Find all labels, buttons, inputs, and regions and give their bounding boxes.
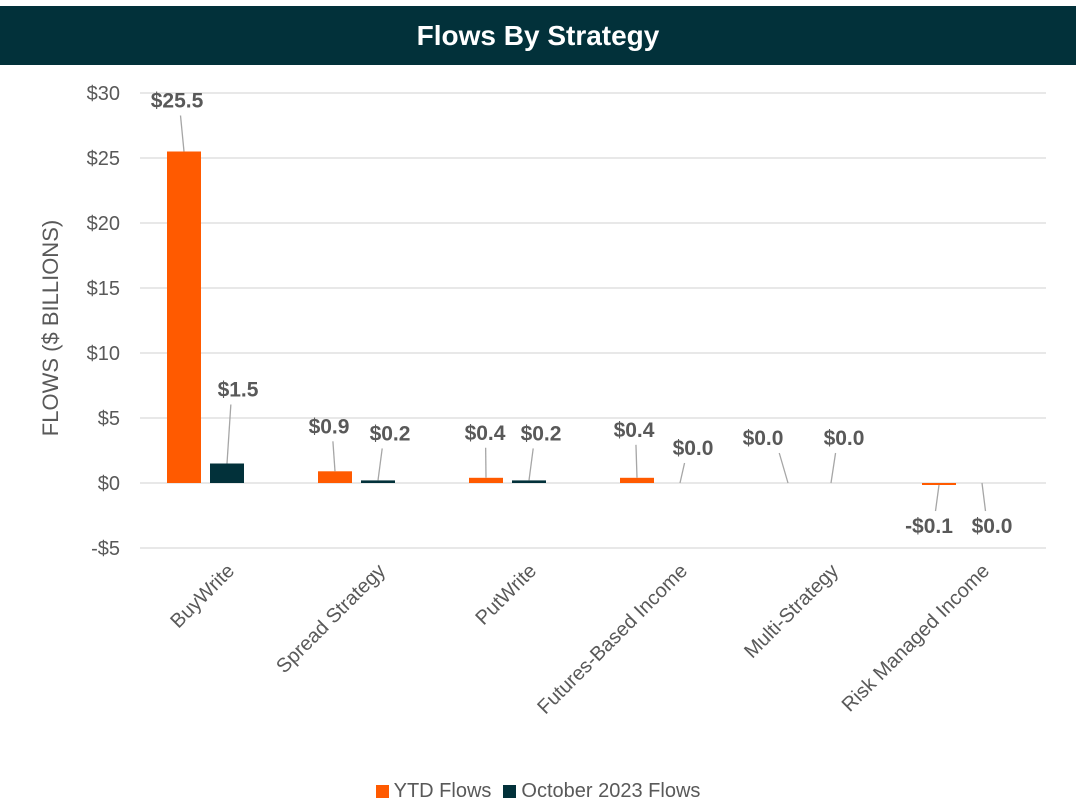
legend-swatch-october xyxy=(503,784,517,798)
leader-line xyxy=(377,448,383,481)
data-label: $0.0 xyxy=(673,437,714,460)
data-label: $25.5 xyxy=(151,90,204,113)
data-label: -$0.1 xyxy=(905,515,953,538)
y-tick-label: $20 xyxy=(87,213,120,235)
y-tick-label: $30 xyxy=(87,83,120,105)
x-axis-labels: BuyWrite Spread Strategy PutWriteFutures-B… xyxy=(166,560,994,719)
data-label: $0.4 xyxy=(465,422,506,445)
x-tick-label: BuyWrite xyxy=(166,560,239,633)
legend-swatch-ytd xyxy=(375,784,389,798)
leader-line xyxy=(778,452,789,484)
y-tick-label: $15 xyxy=(87,278,120,300)
bar-october xyxy=(361,480,395,483)
bar-october xyxy=(512,480,546,483)
x-tick-label: Risk Managed Income xyxy=(838,560,994,716)
y-tick-label: $25 xyxy=(87,148,120,170)
leader-line xyxy=(528,448,534,481)
bar-october xyxy=(210,463,244,483)
legend: YTD Flows October 2023 Flows xyxy=(0,778,1076,804)
leader-line xyxy=(179,115,185,152)
gridlines xyxy=(140,92,1046,549)
legend-label-october: October 2023 Flows xyxy=(521,779,701,802)
leader-line xyxy=(679,462,686,484)
bar-ytd xyxy=(167,151,201,483)
y-axis: -$5 $0 $5 $10 $15 $20 $25 $30 xyxy=(87,83,120,560)
bar-ytd xyxy=(469,477,503,483)
data-labels: $25.5 $0.9 $0.4 $0.4 $0.0 -$0.1 $1.5 $0.2 $0.2 $0… xyxy=(151,90,1013,539)
y-tick-label: -$5 xyxy=(91,538,120,560)
leader-line xyxy=(332,441,336,472)
bar-ytd xyxy=(620,477,654,483)
bar-ytd xyxy=(922,483,956,485)
y-tick-label: $10 xyxy=(87,343,120,365)
x-tick-label: Multi-Strategy xyxy=(740,560,843,663)
data-label: $0.0 xyxy=(824,427,865,450)
leader-line xyxy=(226,404,232,464)
chart-title: Flows By Strategy xyxy=(0,6,1076,65)
legend-item-october: October 2023 Flows xyxy=(503,780,700,803)
data-label: $0.2 xyxy=(521,422,562,445)
leader-line xyxy=(981,482,987,512)
bars xyxy=(167,151,956,485)
data-label: $0.4 xyxy=(614,419,655,442)
leader-line xyxy=(934,484,940,512)
x-tick-label: PutWrite xyxy=(472,560,542,630)
data-label: $1.5 xyxy=(218,379,259,402)
data-label: $0.2 xyxy=(370,422,411,445)
y-axis-title: FLOWS ($ BILLIONS) xyxy=(38,220,63,436)
x-tick-label: Futures-Based Income xyxy=(533,560,692,719)
data-label: $0.0 xyxy=(972,515,1013,538)
bar-ytd xyxy=(318,471,352,483)
data-label: $0.0 xyxy=(743,427,784,450)
legend-item-ytd: YTD Flows xyxy=(375,779,492,803)
leader-line xyxy=(635,444,638,478)
x-tick-label: Spread Strategy xyxy=(272,560,390,678)
y-tick-label: $0 xyxy=(98,473,120,495)
y-tick-label: $5 xyxy=(98,408,120,430)
data-label: $0.9 xyxy=(309,415,350,438)
legend-label-ytd: YTD Flows xyxy=(393,779,492,802)
leader-line xyxy=(830,452,837,484)
